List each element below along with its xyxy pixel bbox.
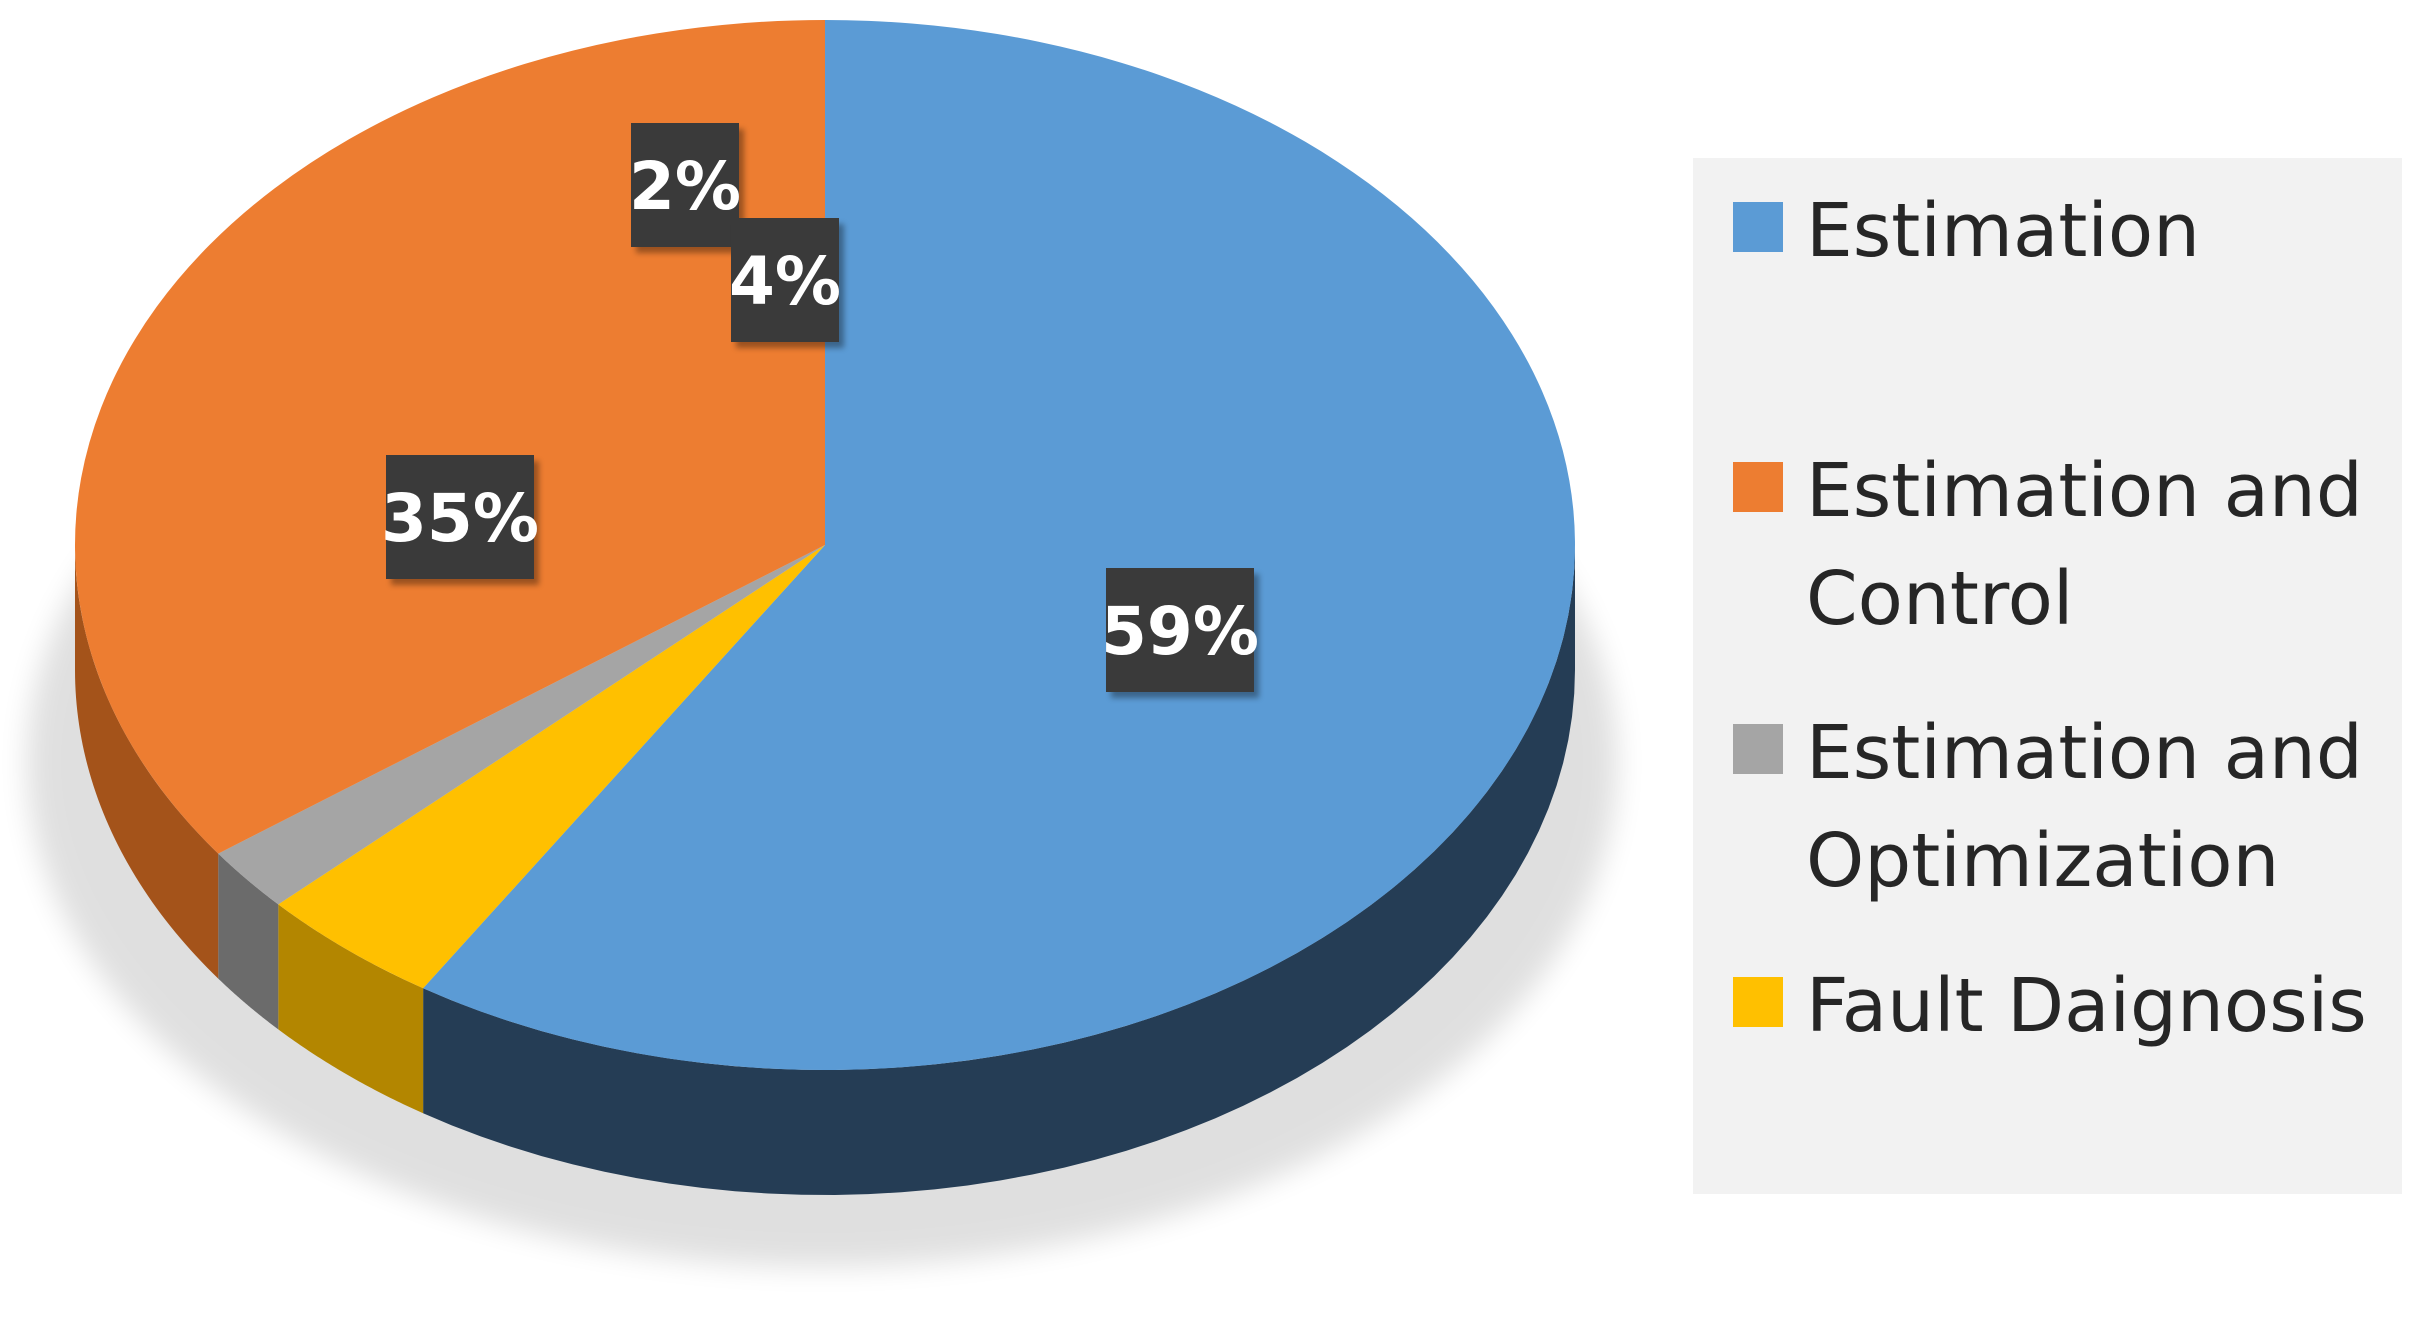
data-label-estimation-and-control: 35% xyxy=(381,455,539,579)
pie-slice-estimation xyxy=(423,20,1576,1070)
legend-swatch xyxy=(1733,724,1783,774)
legend-entry-estimation-and-optimization: Estimation and Optimization xyxy=(1733,710,2363,904)
data-label-box xyxy=(731,218,839,342)
legend-label: Control xyxy=(1806,556,2074,642)
data-label-box xyxy=(631,123,739,247)
legend-label: Estimation and xyxy=(1806,448,2363,534)
pie-side-estimation-and-control xyxy=(75,545,219,979)
pie-sides xyxy=(75,545,1576,1195)
data-label-estimation-and-optimization: 2% xyxy=(629,123,741,247)
legend-label: Optimization xyxy=(1806,818,2279,904)
data-label-box xyxy=(1106,568,1254,692)
legend-swatch xyxy=(1733,202,1783,252)
pie-side-estimation-and-optimization xyxy=(218,853,279,1030)
data-label-text: 35% xyxy=(381,480,539,557)
data-label-estimation: 59% xyxy=(1101,568,1259,692)
legend-swatch xyxy=(1733,462,1783,512)
data-label-text: 59% xyxy=(1101,593,1259,670)
pie-slice-fault-daignosis xyxy=(278,545,825,989)
pie-data-labels: 35% 59% 2% 4% xyxy=(381,123,1259,692)
legend-entry-estimation-and-control: Estimation and Control xyxy=(1733,448,2363,642)
legend-entry-fault-daignosis: Fault Daignosis xyxy=(1733,963,2367,1049)
data-label-box xyxy=(386,455,534,579)
data-label-fault-daignosis: 4% xyxy=(729,218,841,342)
legend-entry-estimation: Estimation xyxy=(1733,188,2200,274)
legend-label: Fault Daignosis xyxy=(1806,963,2367,1049)
pie-slices xyxy=(75,20,1576,1070)
pie-side-estimation xyxy=(423,545,1576,1195)
pie-side-fault-daignosis xyxy=(278,904,424,1114)
legend-swatch xyxy=(1733,977,1783,1027)
legend-background xyxy=(1693,158,2402,1194)
legend-label: Estimation and xyxy=(1806,710,2363,796)
data-label-text: 2% xyxy=(629,148,741,225)
data-label-text: 4% xyxy=(729,243,841,320)
pie-slice-estimation-and-optimization xyxy=(218,545,826,905)
legend-label: Estimation xyxy=(1806,188,2200,274)
